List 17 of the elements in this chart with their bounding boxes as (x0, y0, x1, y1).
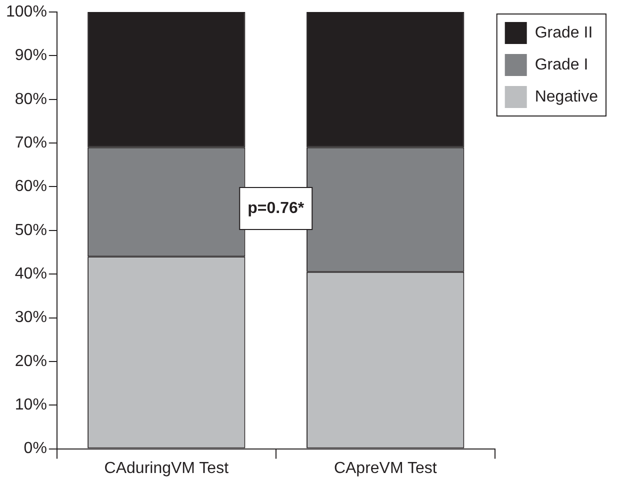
x-tick-label: CAduringVM Test (104, 460, 230, 477)
y-tick-label: 10% (14, 396, 47, 414)
x-tick-label: CApreVM Test (334, 460, 438, 477)
y-tick-label: 30% (14, 309, 47, 326)
y-tick-label: 50% (14, 222, 47, 239)
legend-label: Grade I (534, 56, 588, 74)
legend-label: Grade II (534, 24, 593, 42)
y-tick-label: 70% (14, 134, 47, 152)
y-tick-label: 90% (14, 47, 47, 64)
legend-label: Negative (534, 88, 598, 106)
y-tick-label: 40% (14, 265, 47, 282)
y-tick-label: 20% (14, 352, 47, 370)
annotation: p=0.76* (248, 200, 305, 217)
y-tick-label: 60% (14, 178, 47, 196)
y-tick-label: 80% (14, 90, 47, 108)
y-tick-label: 0% (24, 440, 47, 458)
y-tick-label: 100% (6, 3, 47, 20)
